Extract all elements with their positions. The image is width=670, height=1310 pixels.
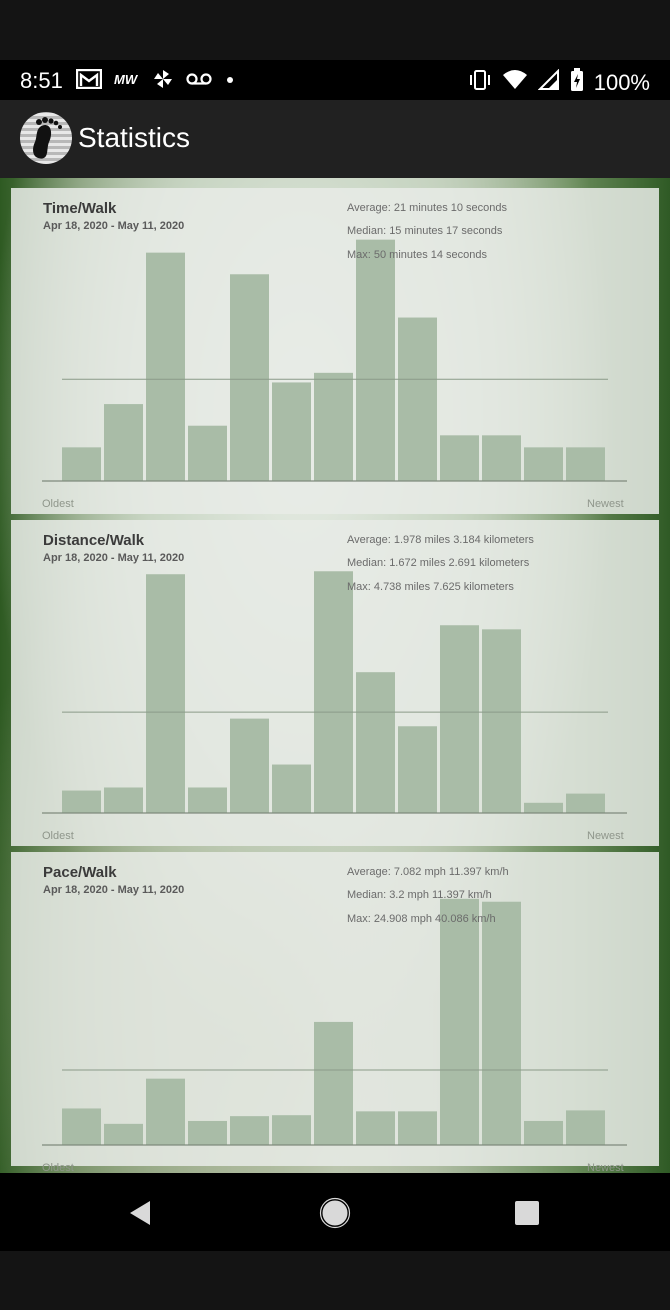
time-walk-card: Time/Walk Apr 18, 2020 - May 11, 2020 Av…	[11, 188, 659, 514]
bar-2	[146, 1078, 185, 1145]
bar-10	[482, 901, 521, 1145]
top-system-area	[0, 0, 670, 60]
wifi-icon	[502, 69, 528, 96]
bar-4	[230, 718, 269, 813]
bar-4	[230, 274, 269, 481]
bar-0	[62, 1108, 101, 1145]
bar-8	[398, 1111, 437, 1145]
battery-charging-icon	[570, 68, 584, 97]
bar-10	[482, 435, 521, 481]
bar-7	[356, 672, 395, 813]
card-date-range: Apr 18, 2020 - May 11, 2020	[43, 884, 185, 896]
card-date-range: Apr 18, 2020 - May 11, 2020	[43, 220, 185, 232]
bar-7	[356, 1111, 395, 1145]
bar-3	[188, 425, 227, 481]
pace-walk-chart	[42, 898, 627, 1146]
bar-7	[356, 239, 395, 481]
pinwheel-icon	[152, 68, 174, 95]
stat-median: Median: 1.672 miles 2.691 kilometers	[347, 557, 530, 569]
status-left-icons: MW	[75, 68, 236, 95]
distance-walk-card: Distance/Walk Apr 18, 2020 - May 11, 202…	[11, 520, 659, 846]
bar-0	[62, 447, 101, 481]
x-label-newest: Newest	[587, 830, 624, 842]
stat-median: Median: 3.2 mph 11.397 km/h	[347, 889, 492, 901]
stat-max: Max: 50 minutes 14 seconds	[347, 249, 488, 261]
voicemail-icon	[186, 71, 212, 92]
bottom-system-area	[0, 1251, 670, 1310]
page-title: Statistics	[78, 122, 191, 153]
bar-8	[398, 317, 437, 481]
card-title: Distance/Walk	[43, 532, 145, 549]
bar-1	[104, 787, 143, 813]
bar-12	[566, 793, 605, 813]
card-date-range: Apr 18, 2020 - May 11, 2020	[43, 552, 185, 564]
bar-11	[524, 447, 563, 481]
bar-9	[440, 898, 479, 1145]
stat-max: Max: 4.738 miles 7.625 kilometers	[347, 581, 514, 593]
x-label-newest: Newest	[587, 1162, 624, 1173]
stat-max: Max: 24.908 mph 40.086 km/h	[347, 913, 496, 925]
bar-1	[104, 404, 143, 481]
bar-9	[440, 625, 479, 813]
back-button[interactable]	[122, 1195, 158, 1231]
bar-6	[314, 571, 353, 813]
bar-5	[272, 382, 311, 481]
bar-6	[314, 372, 353, 481]
x-label-oldest: Oldest	[42, 1162, 74, 1173]
card-title: Time/Walk	[43, 200, 117, 217]
statistics-list[interactable]: Time/Walk Apr 18, 2020 - May 11, 2020 Av…	[0, 178, 670, 1173]
home-circle-icon	[319, 1197, 351, 1229]
bar-12	[566, 447, 605, 481]
x-label-oldest: Oldest	[42, 498, 74, 510]
stat-average: Average: 7.082 mph 11.397 km/h	[347, 866, 509, 878]
bar-3	[188, 1120, 227, 1145]
time-walk-chart	[42, 239, 627, 482]
recents-square-icon	[515, 1201, 539, 1225]
stat-average: Average: 1.978 miles 3.184 kilometers	[347, 534, 534, 546]
battery-percent: 100%	[593, 69, 650, 95]
stat-average: Average: 21 minutes 10 seconds	[347, 202, 508, 214]
bar-5	[272, 764, 311, 813]
dot-icon	[224, 73, 236, 91]
signal-icon	[537, 68, 560, 96]
card-title: Pace/Walk	[43, 864, 117, 881]
navigation-bar	[0, 1173, 670, 1251]
bar-10	[482, 629, 521, 813]
bar-6	[314, 1021, 353, 1145]
bar-11	[524, 1120, 563, 1145]
bar-12	[566, 1110, 605, 1145]
bar-2	[146, 574, 185, 813]
bar-4	[230, 1116, 269, 1145]
status-right-icons: 100%	[468, 68, 650, 97]
pace-walk-card: Pace/Walk Apr 18, 2020 - May 11, 2020 Av…	[11, 852, 659, 1173]
bar-0	[62, 790, 101, 813]
svg-text:MW: MW	[114, 72, 139, 87]
footprint-logo-icon	[20, 112, 72, 164]
mw-icon: MW	[114, 69, 140, 94]
x-label-oldest: Oldest	[42, 830, 74, 842]
bar-5	[272, 1115, 311, 1145]
vibrate-icon	[468, 69, 492, 96]
bar-3	[188, 787, 227, 813]
bar-2	[146, 252, 185, 481]
home-button[interactable]	[317, 1195, 353, 1231]
app-bar: Statistics	[0, 100, 670, 178]
bar-9	[440, 435, 479, 481]
back-triangle-icon	[130, 1201, 150, 1225]
stat-median: Median: 15 minutes 17 seconds	[347, 225, 503, 237]
x-label-newest: Newest	[587, 498, 624, 510]
status-bar: 8:51 MW 100%	[0, 60, 670, 100]
bar-11	[524, 802, 563, 813]
recents-button[interactable]	[509, 1195, 545, 1231]
distance-walk-chart	[42, 571, 627, 814]
status-time: 8:51	[20, 68, 63, 93]
bar-1	[104, 1123, 143, 1145]
bar-8	[398, 726, 437, 813]
gmail-icon	[75, 68, 103, 94]
